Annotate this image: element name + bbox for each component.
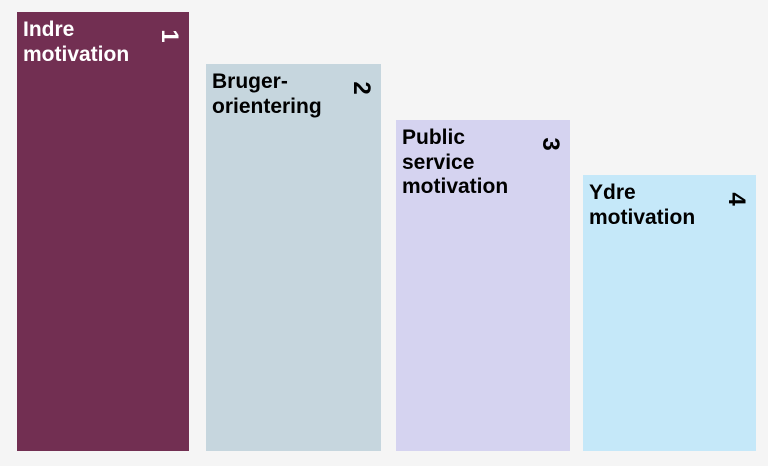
label-line: Bruger- xyxy=(212,70,288,93)
block: Ydre motivation 4 xyxy=(583,175,756,451)
label-line: service xyxy=(402,150,475,174)
block-label: Bruger-orientering xyxy=(212,70,322,119)
label-line: motivation xyxy=(402,175,509,198)
rank-number: 1 xyxy=(156,29,183,43)
label-line: motivation xyxy=(23,42,130,66)
block: Bruger-orientering 2 xyxy=(206,64,381,451)
label-line: Ydre xyxy=(589,181,636,204)
block: Public service motivation 3 xyxy=(396,120,570,451)
label-line: motivation xyxy=(589,205,696,229)
rank-number: 2 xyxy=(348,81,375,95)
label-line: Public xyxy=(402,126,466,149)
label-line: orientering xyxy=(212,94,322,118)
rank-number: 3 xyxy=(537,137,564,151)
label-line: Indre xyxy=(23,18,75,41)
block: Indre motivation 1 xyxy=(17,12,189,451)
block-label: Ydre motivation xyxy=(589,181,695,230)
block-label: Indre motivation xyxy=(23,18,129,67)
block-label: Public service motivation xyxy=(402,126,508,200)
rank-number: 4 xyxy=(723,192,750,206)
